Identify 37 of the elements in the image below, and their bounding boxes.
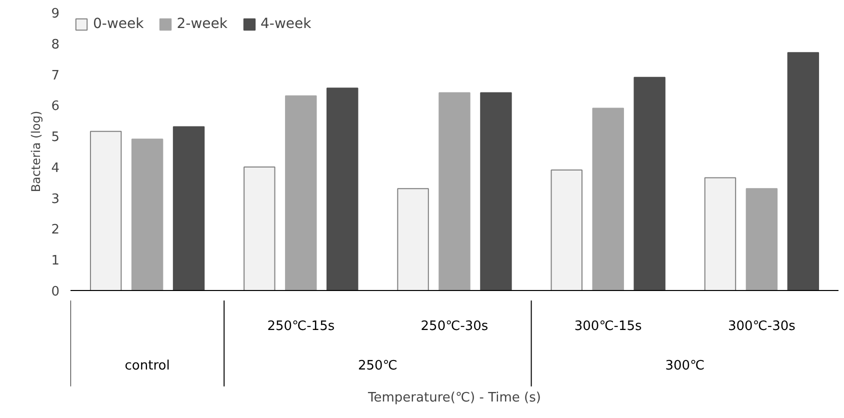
bar [326,88,358,290]
x-tick-label: 300℃-30s [728,319,796,334]
x-axis-title: Temperature(℃) - Time (s) [367,390,541,406]
bar [550,170,582,290]
y-tick-label: 4 [51,160,60,176]
bar [90,130,122,290]
text: control [124,358,170,374]
y-tick-label: 1 [51,254,60,269]
bar [787,52,820,290]
legend-label: 4-week [260,16,312,32]
bar [480,92,512,290]
x-tick-label: 300℃-15s [574,319,642,334]
bar [746,188,778,290]
bar [592,108,624,290]
text: 250℃ [358,358,398,374]
y-tick-label: 8 [51,37,60,52]
bar [172,126,205,290]
text: 300℃ [665,358,705,374]
y-tick-label: 3 [51,192,60,207]
bar [397,188,429,290]
y-tick-label: 6 [51,99,60,114]
y-tick-label: 7 [51,68,60,84]
bar [131,138,164,290]
y-axis-title: Bacteria (log) [29,110,44,192]
bar [438,92,470,290]
y-tick-label: 9 [51,6,60,22]
bar [244,166,276,290]
bar [634,76,666,290]
legend-label: 0-week [93,16,144,32]
y-tick-label: 5 [51,130,60,146]
x-tick-label: 250℃-15s [267,319,335,334]
bar [704,177,736,290]
legend-label: 2-week [176,16,228,32]
y-tick-label: 0 [51,284,60,300]
x-tick-label: 250℃-30s [420,319,488,334]
y-tick-label: 2 [51,222,60,238]
bar [285,95,317,290]
